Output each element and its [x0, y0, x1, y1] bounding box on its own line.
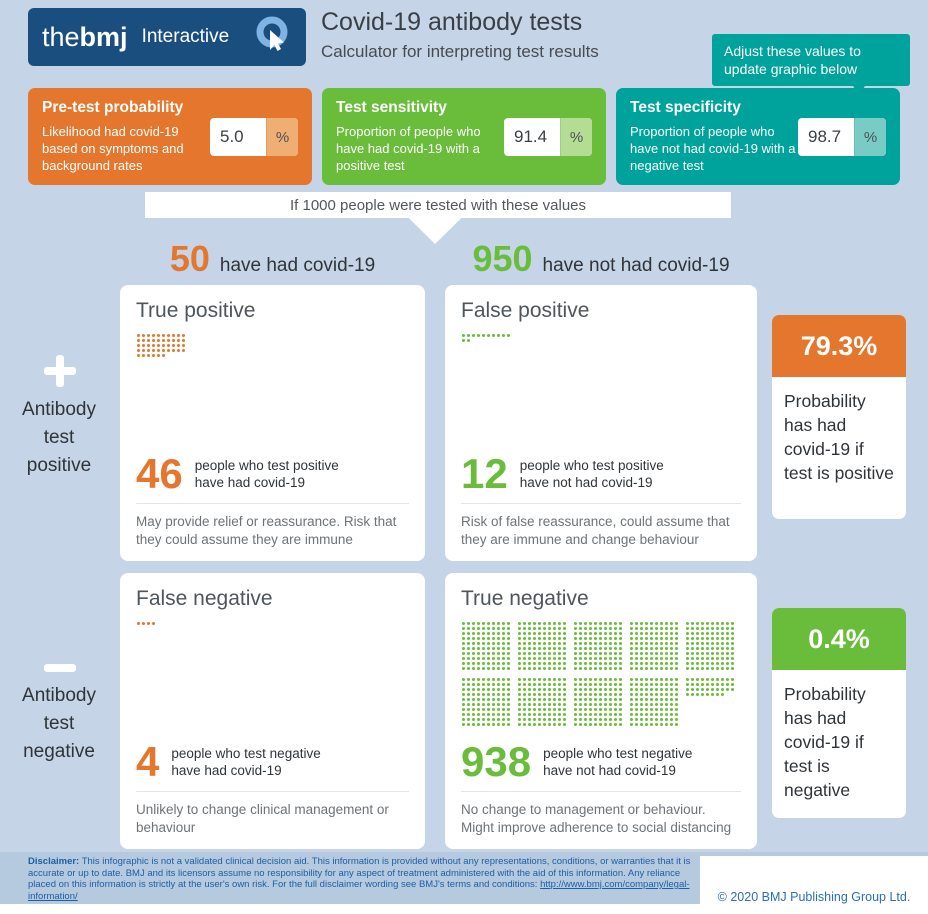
true-negative-note: No change to management or behaviour. Mi…: [461, 791, 741, 837]
bottom-strip: [0, 904, 928, 914]
true-positive-card: True positive 46 people who test positiv…: [120, 285, 425, 561]
false-negative-card: False negative 4 people who test negativ…: [120, 573, 425, 849]
negative-result-card: 0.4% Probability has had covid-19 if tes…: [772, 608, 906, 818]
true-negative-title: True negative: [461, 587, 589, 610]
page-subtitle: Calculator for interpreting test results: [321, 42, 599, 61]
rail-positive-line2: test: [43, 427, 75, 448]
false-negative-note: Unlikely to change clinical management o…: [136, 791, 409, 837]
disclaimer-body: This infographic is not a validated clin…: [28, 856, 691, 890]
sensitivity-unit: %: [560, 118, 592, 156]
logo-interactive-label: Interactive: [141, 26, 230, 47]
specificity-value-box: %: [798, 118, 886, 156]
false-positive-note: Risk of false reassurance, could assume …: [461, 503, 741, 549]
rail-negative-line2: test: [43, 713, 75, 734]
copyright-box: © 2020 BMJ Publishing Group Ltd.: [700, 856, 928, 914]
false-positive-count-row: 12 people who test positive have not had…: [461, 450, 741, 497]
pretest-probability-card: Pre-test probability Likelihood had covi…: [28, 88, 312, 185]
sensitivity-title: Test sensitivity: [336, 99, 447, 116]
specificity-description: Proportion of people who have not had co…: [630, 124, 796, 173]
rail-negative-line1: Antibody: [22, 685, 96, 706]
pretest-probability-input[interactable]: [210, 118, 266, 156]
false-negative-title: False negative: [136, 587, 273, 610]
false-positive-title: False positive: [461, 299, 590, 322]
true-negative-count-row: 938 people who test negative have not ha…: [461, 738, 741, 785]
pretest-probability-unit: %: [266, 118, 298, 156]
false-negative-caption: people who test negative have had covid-…: [171, 745, 320, 781]
false-positive-caption: people who test positive have not had co…: [520, 457, 664, 493]
true-positive-dot-grid: [136, 333, 409, 358]
specificity-input[interactable]: [798, 118, 854, 156]
sensitivity-input[interactable]: [504, 118, 560, 156]
sensitivity-card: Test sensitivity Proportion of people wh…: [322, 88, 606, 185]
copyright-text: © 2020 BMJ Publishing Group Ltd.: [717, 890, 911, 904]
true-positive-title: True positive: [136, 299, 256, 322]
true-negative-card: True negative 938 people who test negati…: [445, 573, 757, 849]
plus-icon: [44, 355, 76, 387]
rail-negative-line3: negative: [23, 741, 95, 762]
false-negative-count-row: 4 people who test negative have had covi…: [136, 738, 409, 785]
sensitivity-description: Proportion of people who have had covid-…: [336, 124, 481, 173]
logo-bmj: bmj: [79, 21, 128, 52]
true-positive-count: 46: [136, 450, 183, 497]
true-negative-caption-line2: have not had covid-19: [543, 763, 676, 778]
specificity-card: Test specificity Proportion of people wh…: [616, 88, 900, 185]
rail-positive-line3: positive: [26, 455, 92, 476]
true-negative-dot-grid: [461, 621, 741, 727]
population-banner: If 1000 people were tested with these va…: [145, 192, 731, 244]
true-positive-caption-line2: have had covid-19: [194, 475, 306, 490]
minus-icon: [44, 664, 76, 672]
true-negative-count: 938: [461, 738, 532, 785]
pretest-probability-description: Likelihood had covid-19 based on symptom…: [42, 124, 184, 173]
adjust-values-tooltip: Adjust these values to update graphic be…: [712, 34, 910, 86]
positive-result-value: 79.3%: [772, 315, 906, 377]
page-title: Covid-19 antibody tests: [321, 8, 583, 36]
antibody-test-negative-label: Antibody test negative: [4, 682, 114, 766]
false-negative-caption-line1: people who test negative: [171, 746, 321, 761]
true-positive-note: May provide relief or reassurance. Risk …: [136, 503, 409, 549]
true-positive-caption-line1: people who test positive: [194, 458, 339, 473]
disclaimer-label: Disclaimer:: [28, 856, 80, 867]
positive-result-card: 79.3% Probability has had covid-19 if te…: [772, 315, 906, 519]
false-negative-caption-line2: have had covid-19: [171, 763, 282, 778]
rail-positive-line1: Antibody: [22, 399, 96, 420]
population-banner-text: If 1000 people were tested with these va…: [289, 197, 587, 214]
not-had-covid-count: 950: [472, 238, 533, 279]
false-negative-count: 4: [136, 738, 160, 785]
false-negative-dot-grid: [136, 621, 409, 626]
true-positive-count-row: 46 people who test positive have had cov…: [136, 450, 409, 497]
false-positive-count: 12: [461, 450, 508, 497]
true-negative-caption-line1: people who test negative: [543, 746, 693, 761]
had-covid-count: 50: [169, 238, 210, 279]
false-positive-caption-line1: people who test positive: [519, 458, 664, 473]
true-negative-caption: people who test negative have not had co…: [543, 745, 692, 781]
antibody-test-positive-label: Antibody test positive: [4, 396, 114, 480]
had-covid-label: have had covid-19: [219, 255, 376, 276]
legal-information-link[interactable]: http://www.bmj.com/company/legal-informa…: [28, 879, 690, 902]
not-had-covid-label: have not had covid-19: [542, 255, 730, 276]
not-had-covid-column-header: 950 have not had covid-19: [445, 238, 757, 280]
true-positive-caption: people who test positive have had covid-…: [195, 457, 339, 493]
positive-result-text: Probability has had covid-19 if test is …: [784, 391, 894, 483]
specificity-title: Test specificity: [630, 99, 741, 116]
specificity-unit: %: [854, 118, 886, 156]
false-positive-caption-line2: have not had covid-19: [519, 475, 653, 490]
false-positive-card: False positive 12 people who test positi…: [445, 285, 757, 561]
disclaimer-text: Disclaimer: This infographic is not a va…: [28, 856, 692, 902]
sensitivity-value-box: %: [504, 118, 592, 156]
bmj-logo: the bmj Interactive: [28, 8, 306, 66]
pretest-probability-title: Pre-test probability: [42, 99, 184, 116]
logo-the: the: [42, 21, 80, 52]
false-positive-dot-grid: [461, 333, 741, 343]
interactive-cursor-icon: [250, 13, 294, 62]
negative-result-text: Probability has had covid-19 if test is …: [784, 684, 866, 800]
negative-result-value: 0.4%: [772, 608, 906, 670]
had-covid-column-header: 50 have had covid-19: [120, 238, 425, 280]
pretest-probability-value-box: %: [210, 118, 298, 156]
